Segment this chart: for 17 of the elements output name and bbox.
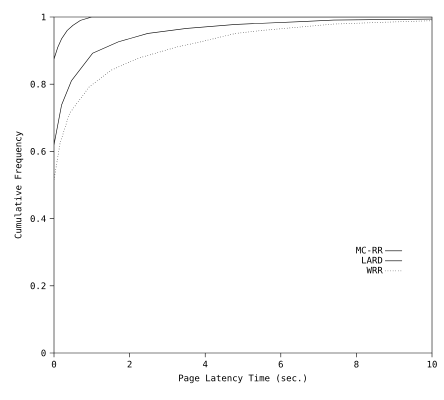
legend-label: MC-RR (356, 246, 383, 254)
y-tick-label: 0 (41, 350, 46, 356)
y-tick-label: 0.8 (30, 80, 46, 88)
x-tick-label: 4 (202, 360, 208, 368)
x-tick-label: 8 (354, 360, 359, 368)
x-tick-label: 6 (278, 360, 283, 368)
x-axis-title: Page Latency Time (sec.) (179, 374, 306, 384)
legend-label: WRR (366, 266, 383, 274)
legend-label: LARD (362, 256, 382, 264)
x-tick-label: 0 (52, 360, 56, 368)
y-axis-title: Cumulative Frequency (14, 131, 24, 238)
x-tick-label: 10 (428, 360, 437, 368)
x-tick-label: 2 (128, 360, 132, 368)
y-tick-label: 0.6 (30, 148, 46, 155)
y-tick-label: 0.2 (30, 282, 46, 290)
y-tick-label: 0.4 (30, 215, 46, 222)
y-tick-label: 1 (42, 14, 46, 20)
